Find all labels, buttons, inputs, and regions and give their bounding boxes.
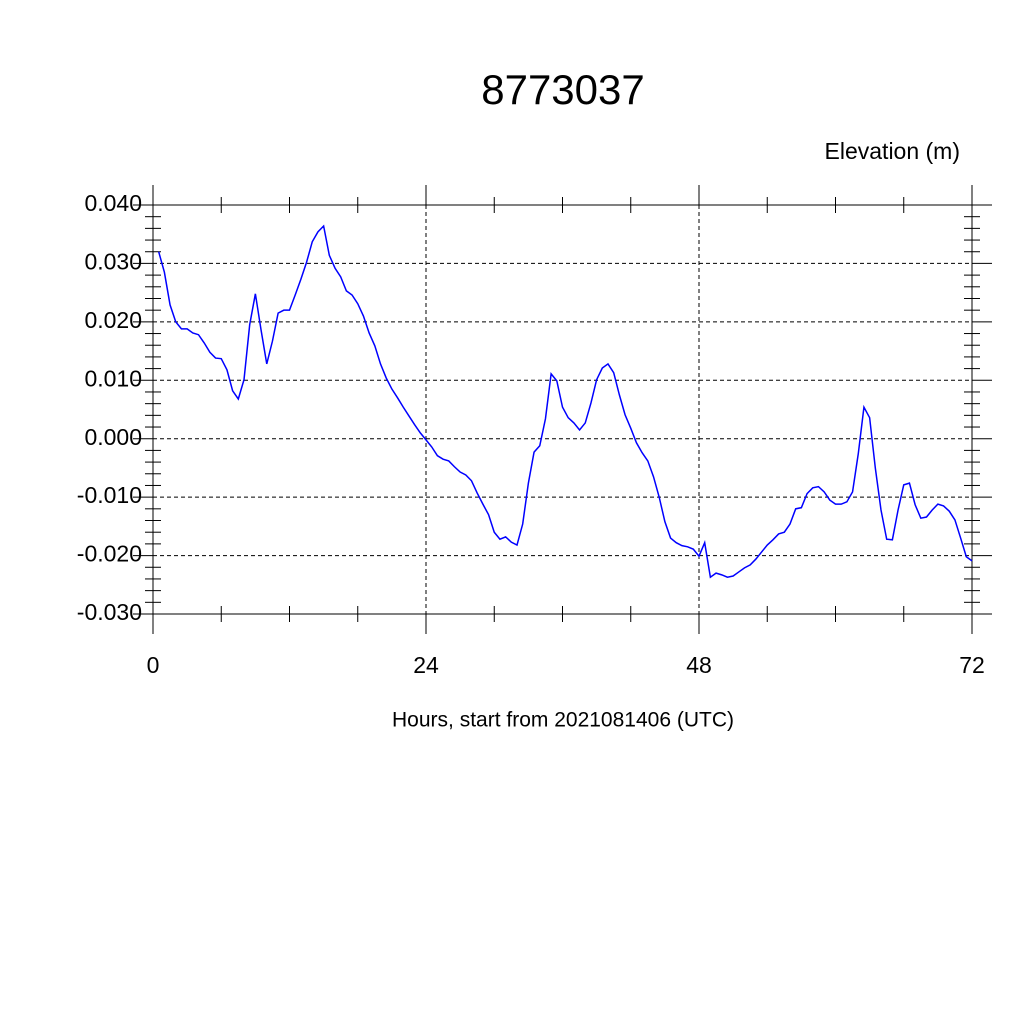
y-tick-label: 0.000: [84, 424, 142, 450]
y-tick-label: -0.010: [77, 482, 142, 508]
y-tick-label: 0.020: [84, 307, 142, 333]
data-line: [157, 224, 973, 579]
chart-title: 8773037: [481, 66, 645, 113]
x-tick-label: 72: [959, 652, 985, 678]
x-tick-label: 24: [413, 652, 439, 678]
plot-frame: [152, 204, 973, 615]
x-tick-label: 0: [147, 652, 160, 678]
y-tick-label: -0.020: [77, 541, 142, 567]
y-tick-label: 0.040: [84, 190, 142, 216]
y-tick-label: -0.030: [77, 599, 142, 625]
x-tick-label: 48: [686, 652, 712, 678]
y-axis-label: Elevation (m): [825, 138, 960, 164]
x-axis-label: Hours, start from 2021081406 (UTC): [392, 709, 734, 732]
y-tick-label: 0.010: [84, 365, 142, 391]
y-tick-label: 0.030: [84, 249, 142, 275]
